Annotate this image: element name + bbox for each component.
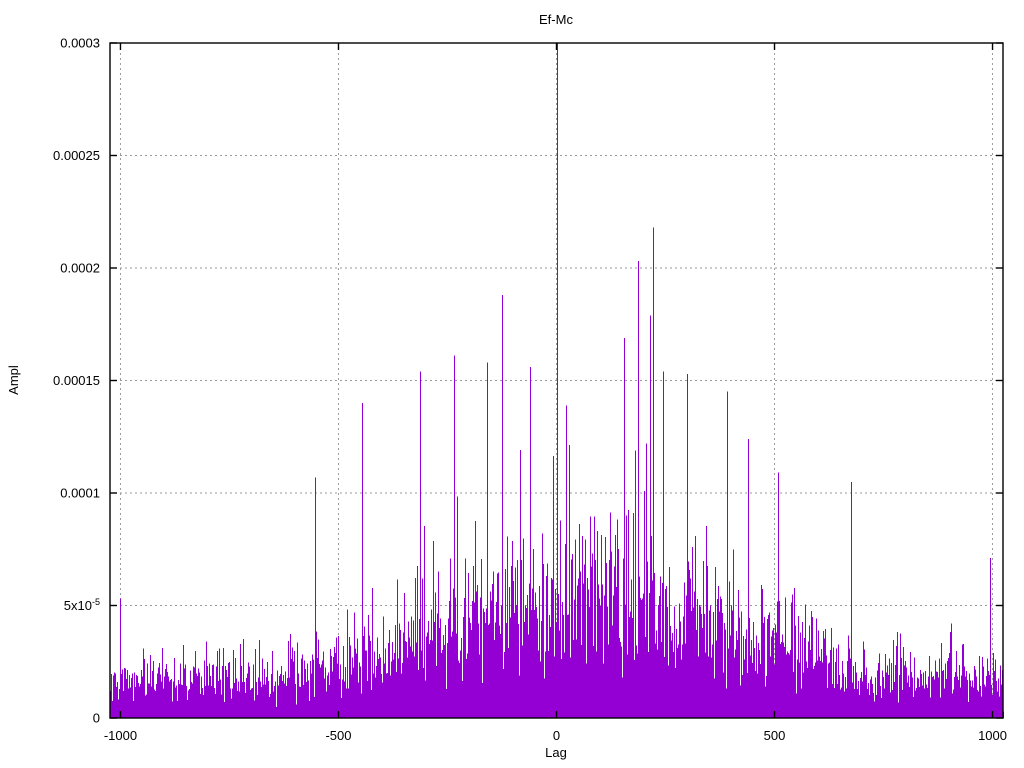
x-tick-label: 0 — [553, 728, 560, 743]
x-tick-label: 1000 — [978, 728, 1007, 743]
tick-marks — [110, 42, 1003, 719]
x-tick-label: 500 — [764, 728, 786, 743]
y-tick-label: 0 — [93, 711, 100, 726]
y-tick-label: 0.0001 — [60, 486, 100, 501]
y-tick-label: 0.0002 — [60, 261, 100, 276]
x-axis-label: Lag — [545, 745, 567, 760]
y-tick-label: 0.00015 — [53, 373, 100, 388]
y-axis-label: Ampl — [6, 365, 21, 395]
gridlines — [110, 43, 1003, 718]
x-tick-label: -500 — [325, 728, 351, 743]
y-tick-label: 0.0003 — [60, 36, 100, 51]
y-tick-label: 0.00025 — [53, 148, 100, 163]
x-tick-labels: -1000 -500 0 500 1000 — [104, 728, 1007, 743]
chart-title: Ef-Mc — [539, 12, 573, 27]
x-tick-label: -1000 — [104, 728, 137, 743]
y-tick-label: 5x10-5 — [64, 597, 100, 613]
y-tick-labels: 0 5x10-5 0.0001 0.00015 0.0002 0.00025 0.0003 — [53, 36, 100, 726]
